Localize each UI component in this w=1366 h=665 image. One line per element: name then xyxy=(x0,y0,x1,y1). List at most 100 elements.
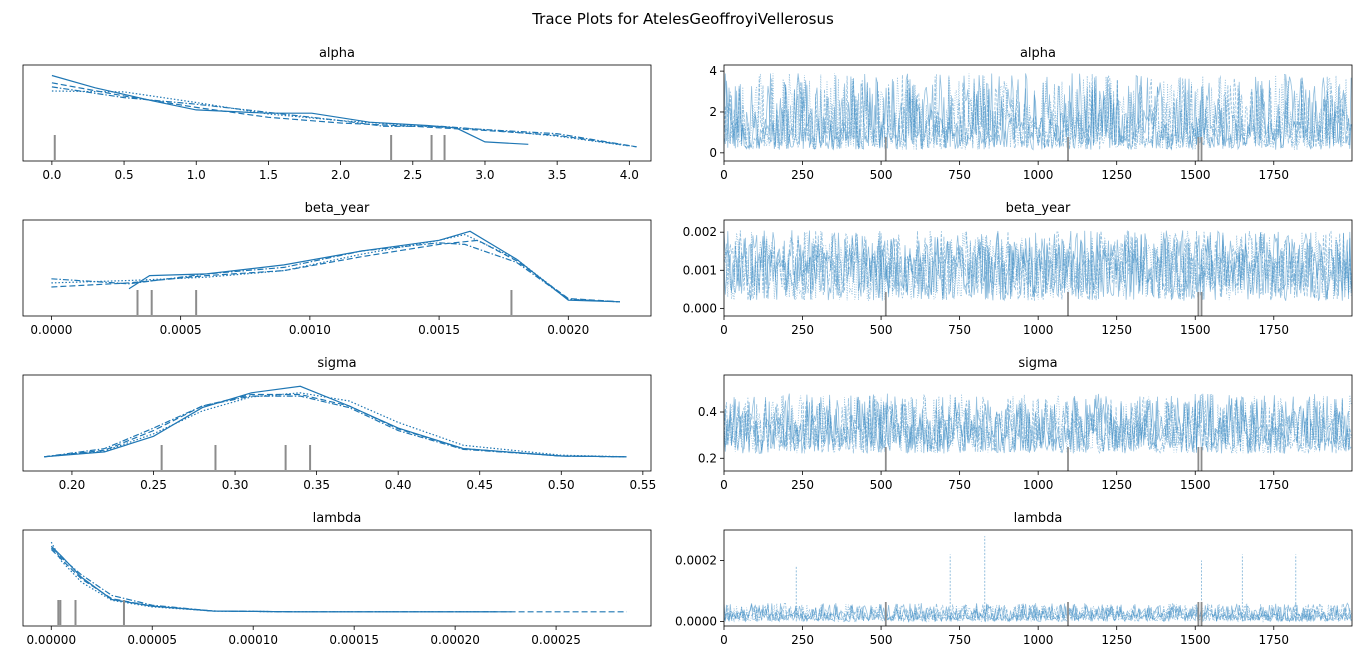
trace-chain xyxy=(724,393,1352,454)
y-tick-label: 0.001 xyxy=(683,263,717,277)
x-tick-label: 1000 xyxy=(1023,478,1054,492)
density-line-solid xyxy=(128,230,621,303)
x-tick-label: 500 xyxy=(870,633,893,647)
panel-trace-sigma: sigma 0.2 0.4 0 250 500 750 1000 1250 1500 1750 xyxy=(698,356,1353,492)
x-tick-label: 1750 xyxy=(1259,633,1290,647)
x-tick-label: 500 xyxy=(870,323,893,337)
x-tick-label: 0.00015 xyxy=(329,633,379,647)
y-tick-label: 0.002 xyxy=(683,225,717,239)
density-line-dashdot xyxy=(44,395,627,458)
x-tick-label: 0.00005 xyxy=(127,633,177,647)
x-tick-label: 1750 xyxy=(1259,168,1290,182)
x-tick-label: 1500 xyxy=(1180,478,1211,492)
x-tick-label: 750 xyxy=(948,168,971,182)
x-tick-label: 1250 xyxy=(1101,478,1132,492)
trace-chain xyxy=(724,230,1352,302)
panel-title: beta_year xyxy=(1006,201,1071,216)
plot-area xyxy=(50,541,627,625)
x-tick-label: 4.0 xyxy=(620,168,639,182)
x-tick-label: 1750 xyxy=(1259,478,1290,492)
x-tick-label: 0.20 xyxy=(59,478,86,492)
panel-title: sigma xyxy=(1018,356,1057,371)
plot-area xyxy=(51,230,621,315)
y-tick-label: 0.2 xyxy=(698,451,717,465)
x-tick-label: 0.00025 xyxy=(531,633,581,647)
density-line-dashdot xyxy=(51,86,637,148)
trace-chain xyxy=(724,230,1352,301)
x-tick-label: 0.30 xyxy=(222,478,249,492)
panel-trace-beta-year: beta_year 0.000 0.001 0.002 0 250 500 750 1000 12… xyxy=(683,201,1353,337)
x-tick-label: 0.25 xyxy=(140,478,167,492)
x-tick-label: 0.0010 xyxy=(289,323,331,337)
x-tick-label: 0.00020 xyxy=(430,633,480,647)
plot-area xyxy=(44,385,627,470)
x-tick-label: 1500 xyxy=(1180,168,1211,182)
x-tick-label: 0 xyxy=(720,168,728,182)
x-tick-label: 1000 xyxy=(1023,168,1054,182)
x-tick-label: 500 xyxy=(870,168,893,182)
density-line-dashdot xyxy=(51,242,621,303)
x-tick-label: 0.35 xyxy=(303,478,330,492)
x-tick-label: 500 xyxy=(870,478,893,492)
x-tick-label: 3.0 xyxy=(475,168,494,182)
x-tick-label: 750 xyxy=(948,323,971,337)
trace-chain xyxy=(724,73,1352,151)
panel-title: lambda xyxy=(1014,511,1063,526)
x-tick-label: 0.45 xyxy=(466,478,493,492)
y-tick-label: 0 xyxy=(709,146,717,160)
y-tick-label: 0.0000 xyxy=(675,614,717,628)
x-tick-label: 1500 xyxy=(1180,633,1211,647)
panel-trace-lambda: lambda 0.0000 0.0002 0 250 500 750 1000 1250 1500… xyxy=(675,511,1353,647)
y-tick-label: 0.000 xyxy=(683,301,717,315)
x-tick-label: 1.5 xyxy=(259,168,278,182)
panel-title: alpha xyxy=(319,46,355,61)
x-tick-label: 750 xyxy=(948,478,971,492)
plot-area xyxy=(724,536,1352,626)
x-tick-label: 0.0 xyxy=(42,168,61,182)
x-tick-label: 1.0 xyxy=(187,168,206,182)
panel-trace-alpha: alpha 0 2 4 0 250 500 750 1000 1250 1500 1750 xyxy=(709,46,1353,182)
x-tick-label: 0 xyxy=(720,478,728,492)
x-tick-label: 250 xyxy=(791,323,814,337)
x-tick-label: 1750 xyxy=(1259,323,1290,337)
trace-chain xyxy=(724,230,1352,301)
density-line-dotted xyxy=(51,90,630,147)
x-tick-label: 0.00010 xyxy=(228,633,278,647)
trace-chain xyxy=(724,602,1352,623)
axes-frame xyxy=(22,219,652,317)
panel-density-alpha: alpha 0.0 0.5 1.0 1.5 2.0 2.5 3.0 3.5 4.0 xyxy=(22,46,652,182)
x-tick-label: 0.0000 xyxy=(30,323,72,337)
x-tick-label: 0.55 xyxy=(629,478,656,492)
density-line-dashed xyxy=(51,82,637,148)
panel-title: alpha xyxy=(1020,46,1056,61)
density-line-dashed xyxy=(50,549,627,613)
trace-chain xyxy=(724,393,1352,454)
x-tick-label: 750 xyxy=(948,633,971,647)
x-tick-label: 0.40 xyxy=(385,478,412,492)
density-line-dotted xyxy=(44,392,627,458)
plot-area xyxy=(724,393,1352,471)
axes-frame xyxy=(22,529,652,627)
x-tick-label: 250 xyxy=(791,633,814,647)
trace-chain xyxy=(724,603,1352,623)
x-tick-label: 250 xyxy=(791,168,814,182)
plot-area xyxy=(724,73,1352,161)
panel-density-lambda: lambda 0.00000 0.00005 0.00010 0.00015 0.0002… xyxy=(22,511,652,647)
density-line-solid xyxy=(44,385,627,458)
x-tick-label: 250 xyxy=(791,478,814,492)
density-line-dotted xyxy=(50,541,496,613)
panel-title: beta_year xyxy=(305,201,370,216)
axes-frame xyxy=(22,64,652,162)
x-tick-label: 0.5 xyxy=(115,168,134,182)
x-tick-label: 1250 xyxy=(1101,633,1132,647)
panel-title: lambda xyxy=(313,511,362,526)
density-line-dashdot xyxy=(50,547,496,613)
panel-density-beta-year: beta_year 0.0000 0.0005 0.0010 0.0015 0.0020 xyxy=(22,201,652,337)
y-tick-label: 0.4 xyxy=(698,405,717,419)
x-tick-label: 0.0005 xyxy=(160,323,202,337)
y-tick-label: 2 xyxy=(709,105,717,119)
y-tick-label: 0.0002 xyxy=(675,553,717,567)
x-tick-label: 0 xyxy=(720,323,728,337)
x-tick-label: 0 xyxy=(720,633,728,647)
axes-frame xyxy=(723,529,1353,627)
